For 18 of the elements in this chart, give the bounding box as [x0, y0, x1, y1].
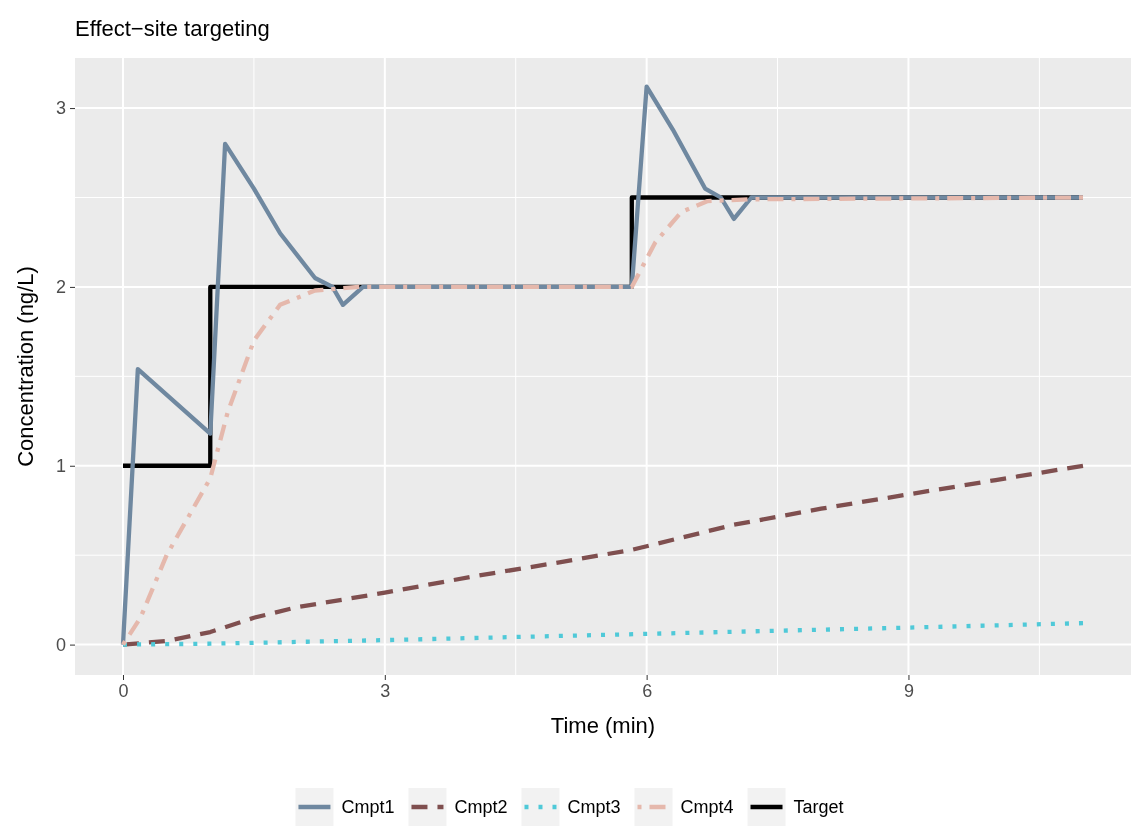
x-tick-label: 9 — [903, 680, 914, 701]
y-tick-label: 2 — [55, 277, 66, 298]
x-tick-label: 3 — [380, 680, 391, 701]
y-axis-title: Concentration (ng/L) — [13, 266, 38, 467]
legend-label: Cmpt3 — [567, 797, 621, 817]
y-tick-label: 0 — [55, 634, 66, 655]
x-axis-title: Time (min) — [550, 713, 656, 738]
chart-title: Effect−site targeting — [75, 16, 270, 41]
line-series — [120, 195, 1086, 647]
y-tick-label: 3 — [55, 98, 66, 119]
x-tick-label: 6 — [642, 680, 653, 701]
line-series — [120, 620, 1086, 647]
legend-label: Target — [793, 797, 844, 817]
legend-label: Cmpt4 — [680, 797, 734, 817]
y-tick-label: 1 — [55, 456, 66, 477]
legend-label: Cmpt1 — [341, 797, 395, 817]
x-tick-label: 0 — [118, 680, 129, 701]
legend-label: Cmpt2 — [454, 797, 508, 817]
